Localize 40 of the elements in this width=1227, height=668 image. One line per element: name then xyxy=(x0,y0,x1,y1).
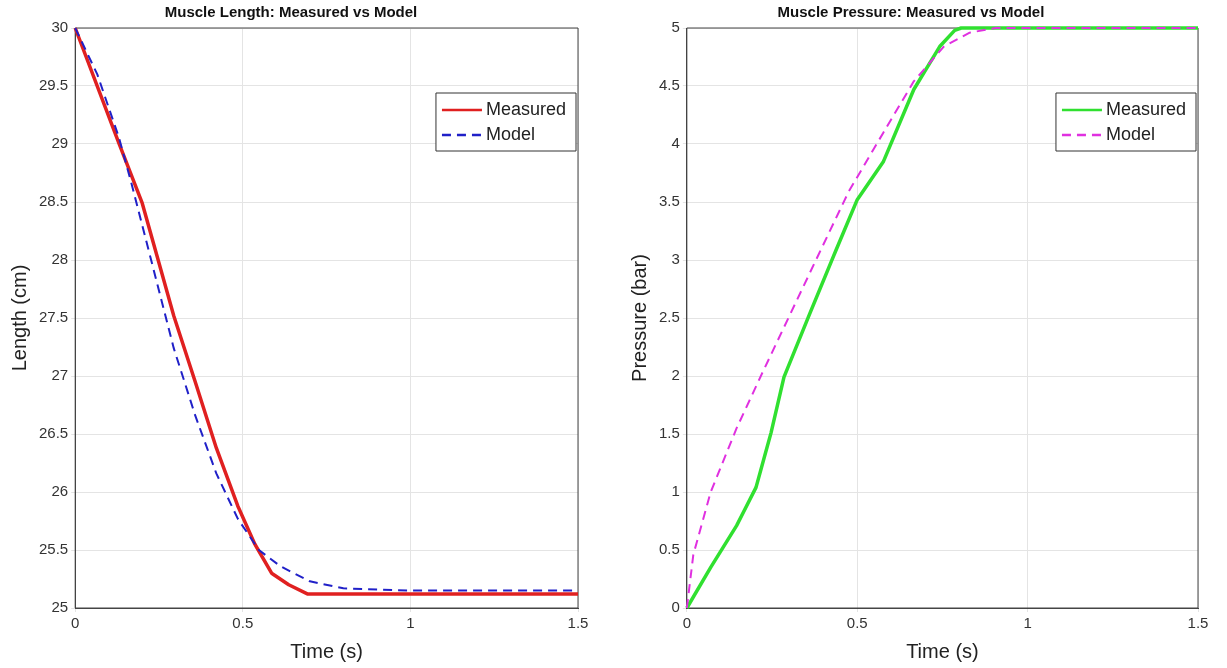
y-tick-label: 27 xyxy=(51,366,69,384)
y-tick-label: 25 xyxy=(51,598,69,616)
x-tick-label: 0.5 xyxy=(846,614,868,632)
y-tick-label: 28 xyxy=(51,250,69,268)
y-tick-label: 0 xyxy=(671,598,680,616)
y-tick-label: 26 xyxy=(51,482,69,500)
y-tick-label: 0.5 xyxy=(658,540,680,558)
y-tick-label: 5 xyxy=(671,18,680,36)
y-tick-label: 4.5 xyxy=(658,76,680,94)
x-tick-label: 0.5 xyxy=(232,614,254,632)
y-axis-title: Length (cm) xyxy=(7,264,30,372)
y-tick-label: 29 xyxy=(51,134,69,152)
x-tick-label: 1.5 xyxy=(567,614,589,632)
y-tick-label: 27.5 xyxy=(38,308,69,326)
x-tick-label: 1.5 xyxy=(1187,614,1209,632)
y-tick-label: 28.5 xyxy=(38,192,69,210)
y-tick-label: 1 xyxy=(671,482,680,500)
y-tick-label: 3 xyxy=(671,250,680,268)
chart-title: Muscle Length: Measured vs Model xyxy=(164,3,418,21)
legend-label: Model xyxy=(1105,123,1155,144)
y-tick-label: 2 xyxy=(671,366,680,384)
x-tick-label: 1 xyxy=(1023,614,1032,632)
y-tick-label: 3.5 xyxy=(658,192,680,210)
legend-label: Measured xyxy=(485,98,566,119)
x-axis-title: Time (s) xyxy=(290,639,363,662)
y-axis-title: Pressure (bar) xyxy=(627,254,650,382)
y-tick-label: 26.5 xyxy=(38,424,69,442)
x-tick-label: 1 xyxy=(406,614,415,632)
chart-title: Muscle Pressure: Measured vs Model xyxy=(777,3,1045,21)
y-tick-label: 29.5 xyxy=(38,76,69,94)
legend-label: Model xyxy=(485,123,535,144)
y-tick-label: 30 xyxy=(51,18,69,36)
y-tick-label: 4 xyxy=(671,134,680,152)
y-tick-label: 25.5 xyxy=(38,540,69,558)
x-tick-label: 0 xyxy=(682,614,692,632)
legend-label: Measured xyxy=(1105,98,1186,119)
x-axis-title: Time (s) xyxy=(906,639,979,662)
x-tick-label: 0 xyxy=(71,614,80,632)
y-tick-label: 1.5 xyxy=(658,424,680,442)
y-tick-label: 2.5 xyxy=(658,308,680,326)
